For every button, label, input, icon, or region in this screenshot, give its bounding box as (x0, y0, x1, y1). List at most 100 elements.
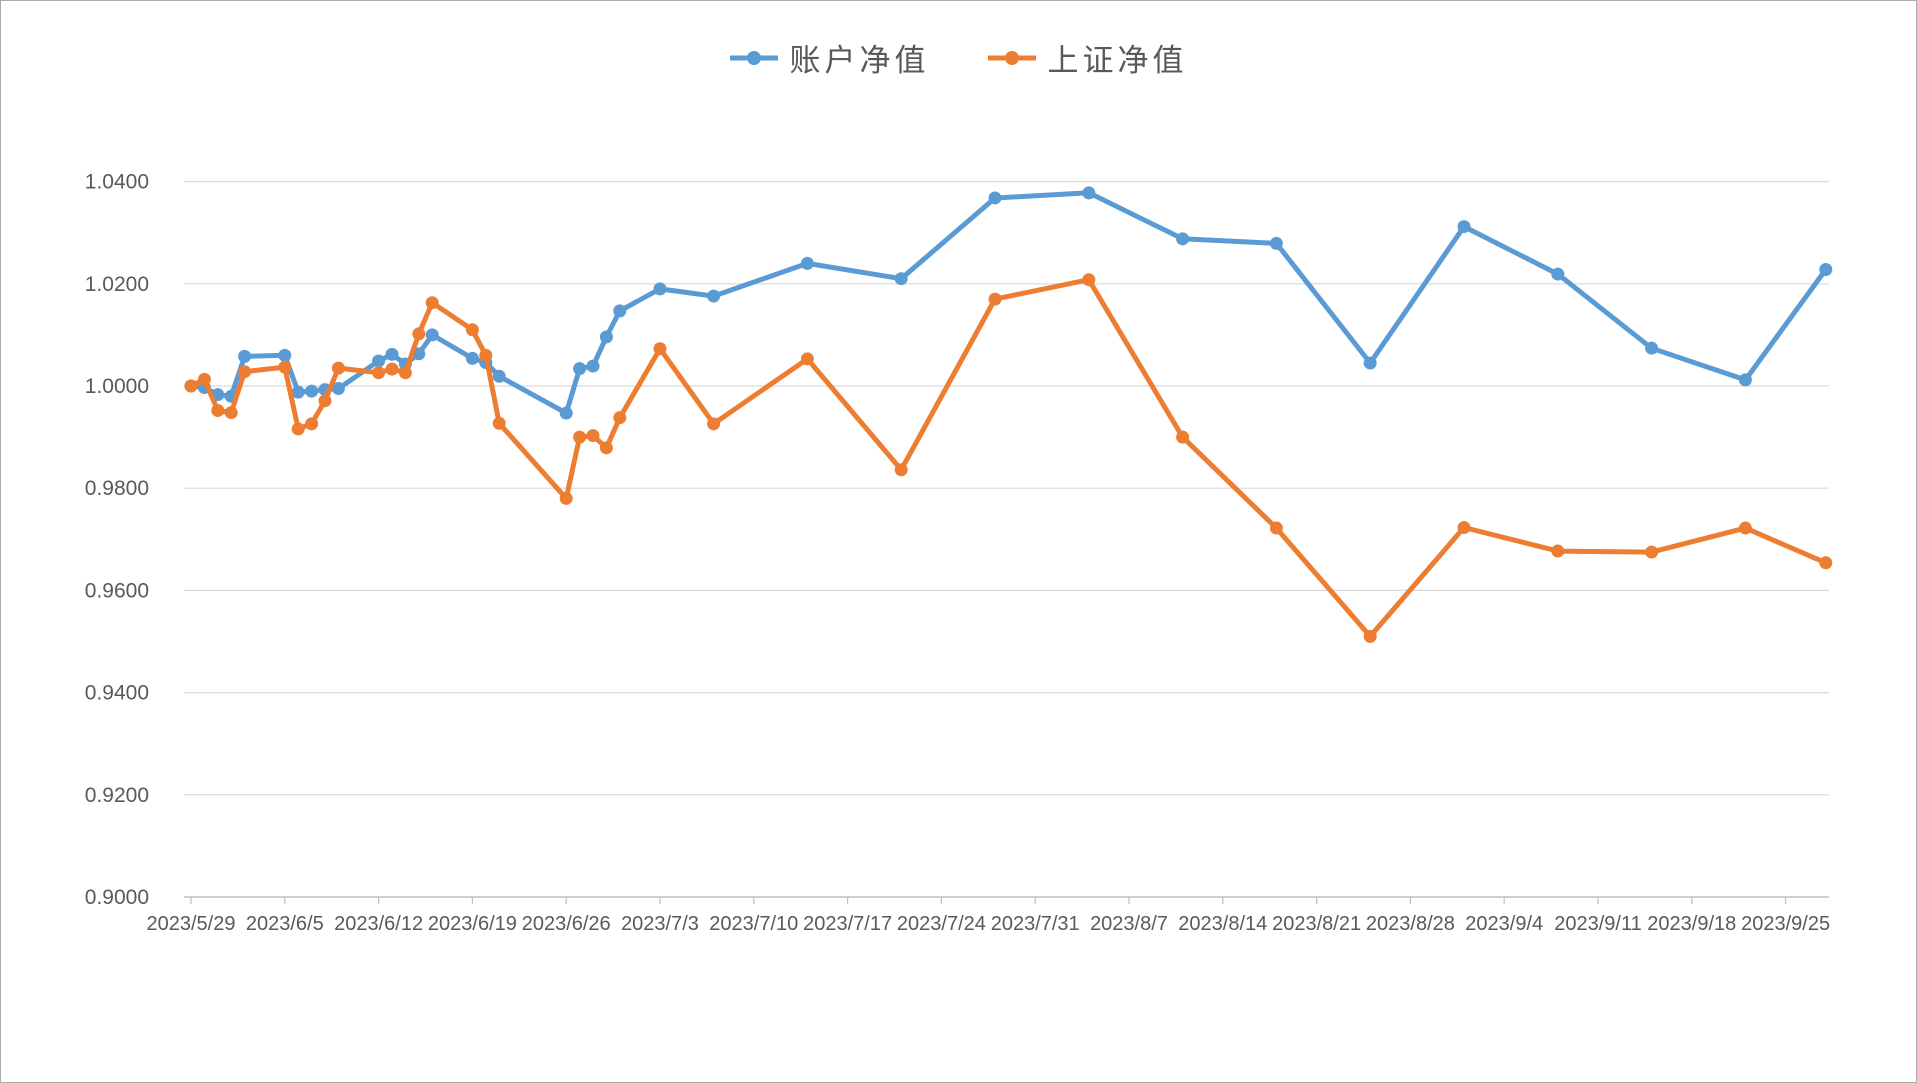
shanghai-net-value-marker[interactable] (211, 404, 225, 418)
x-axis-label: 2023/8/21 (1272, 913, 1361, 935)
y-axis-label: 0.9800 (85, 477, 149, 500)
shanghai-net-value-marker[interactable] (1551, 544, 1565, 558)
x-axis-label: 2023/6/26 (522, 913, 611, 935)
account-net-value-marker[interactable] (894, 272, 908, 286)
account-net-value-marker[interactable] (1269, 236, 1283, 250)
x-axis-label: 2023/7/10 (709, 913, 798, 935)
shanghai-net-value-marker[interactable] (1269, 521, 1283, 535)
x-axis-label: 2023/6/12 (334, 913, 423, 935)
x-axis-label: 2023/9/11 (1554, 913, 1642, 935)
x-axis-label: 2023/9/25 (1741, 913, 1830, 935)
shanghai-net-value-marker[interactable] (707, 417, 721, 431)
account-net-value-marker[interactable] (599, 330, 613, 344)
account-net-value-marker[interactable] (573, 362, 587, 376)
x-axis-label: 2023/9/4 (1465, 913, 1543, 935)
shanghai-net-value-marker[interactable] (224, 406, 238, 420)
account-net-value-marker[interactable] (425, 328, 439, 342)
shanghai-net-value-marker[interactable] (197, 372, 211, 386)
y-axis-label: 1.0400 (85, 171, 149, 194)
shanghai-net-value-marker[interactable] (291, 422, 305, 436)
shanghai-net-value-marker[interactable] (559, 491, 573, 505)
x-axis-label: 2023/8/28 (1366, 913, 1455, 935)
shanghai-net-value-marker[interactable] (398, 366, 412, 380)
x-axis-label: 2023/7/24 (897, 913, 986, 935)
legend-label-account-net-value: 账户净值 (789, 43, 930, 78)
account-net-value-marker[interactable] (291, 385, 305, 399)
shanghai-net-value-marker[interactable] (305, 417, 319, 431)
account-net-value-marker[interactable] (1819, 262, 1833, 276)
account-net-value-marker[interactable] (331, 382, 345, 396)
x-axis-label: 2023/6/5 (246, 913, 324, 935)
x-axis-label: 2023/7/31 (991, 913, 1080, 935)
shanghai-net-value-marker[interactable] (238, 365, 252, 379)
y-axis-label: 0.9600 (85, 579, 149, 602)
chart-legend: 账户净值 上证净值 (729, 35, 1188, 80)
x-axis-label: 2023/8/14 (1178, 913, 1267, 935)
shanghai-net-value-marker[interactable] (586, 429, 600, 443)
shanghai-net-value-marker[interactable] (184, 379, 198, 393)
x-axis-label: 2023/8/7 (1090, 913, 1168, 935)
shanghai-net-value-marker[interactable] (573, 430, 587, 444)
account-net-value-marker[interactable] (1457, 220, 1471, 234)
shanghai-net-value-marker[interactable] (800, 352, 814, 366)
shanghai-net-value-marker[interactable] (1819, 556, 1833, 570)
account-net-value-marker[interactable] (800, 256, 814, 270)
shanghai-net-value-series (184, 273, 1833, 643)
account-net-value-marker[interactable] (492, 369, 506, 383)
shanghai-net-value-marker[interactable] (599, 441, 613, 455)
shanghai-net-value-marker[interactable] (653, 342, 667, 356)
shanghai-series-swatch-icon (987, 50, 1036, 65)
shanghai-net-value-marker[interactable] (331, 361, 345, 375)
account-net-value-marker[interactable] (988, 191, 1002, 205)
shanghai-net-value-marker[interactable] (1363, 629, 1377, 643)
account-net-value-marker[interactable] (613, 304, 627, 318)
x-axis-label: 2023/7/17 (803, 913, 892, 935)
y-axis-label: 1.0000 (85, 375, 149, 398)
shanghai-net-value-marker[interactable] (1176, 430, 1190, 444)
legend-item-account-net-value[interactable]: 账户净值 (729, 35, 930, 80)
x-axis-label: 2023/7/3 (621, 913, 699, 935)
shanghai-net-value-marker[interactable] (425, 296, 439, 310)
legend-label-shanghai-net-value: 上证净值 (1047, 43, 1188, 78)
shanghai-net-value-marker[interactable] (1457, 521, 1471, 535)
x-axis-label: 2023/9/18 (1647, 913, 1736, 935)
x-axis-label: 2023/6/19 (428, 913, 517, 935)
account-net-value-marker[interactable] (465, 351, 479, 365)
account-net-value-marker[interactable] (586, 359, 600, 373)
account-net-value-marker[interactable] (653, 282, 667, 296)
shanghai-net-value-marker[interactable] (492, 416, 506, 430)
account-net-value-marker[interactable] (372, 354, 386, 368)
shanghai-net-value-marker[interactable] (385, 362, 399, 376)
y-axis-label: 1.0200 (85, 273, 149, 296)
account-net-value-marker[interactable] (559, 406, 573, 420)
account-net-value-marker[interactable] (1082, 186, 1096, 200)
shanghai-net-value-marker[interactable] (1738, 521, 1752, 535)
shanghai-net-value-marker[interactable] (613, 411, 627, 425)
account-net-value-marker[interactable] (1645, 341, 1659, 355)
account-net-value-marker[interactable] (1176, 232, 1190, 246)
y-axis-label: 0.9400 (85, 682, 149, 705)
y-axis-label: 0.9000 (85, 886, 149, 909)
account-net-value-marker[interactable] (278, 348, 292, 362)
account-net-value-marker[interactable] (238, 349, 252, 363)
shanghai-net-value-marker[interactable] (465, 323, 479, 337)
legend-item-shanghai-net-value[interactable]: 上证净值 (987, 35, 1188, 80)
account-net-value-marker[interactable] (1738, 373, 1752, 387)
account-net-value-marker[interactable] (1363, 356, 1377, 370)
account-net-value-marker[interactable] (707, 289, 721, 303)
shanghai-net-value-marker[interactable] (988, 292, 1002, 306)
account-series-swatch-icon (729, 50, 778, 65)
shanghai-net-value-marker[interactable] (894, 463, 908, 477)
shanghai-net-value-marker[interactable] (372, 366, 386, 380)
account-net-value-marker[interactable] (1551, 267, 1565, 281)
shanghai-net-value-marker[interactable] (278, 360, 292, 374)
shanghai-net-value-marker[interactable] (479, 348, 493, 362)
shanghai-net-value-marker[interactable] (318, 394, 332, 408)
shanghai-net-value-marker[interactable] (412, 327, 426, 341)
account-net-value-marker[interactable] (385, 347, 399, 361)
account-net-value-marker[interactable] (305, 384, 319, 398)
shanghai-net-value-marker[interactable] (1082, 273, 1096, 287)
shanghai-net-value-marker[interactable] (1645, 545, 1659, 559)
